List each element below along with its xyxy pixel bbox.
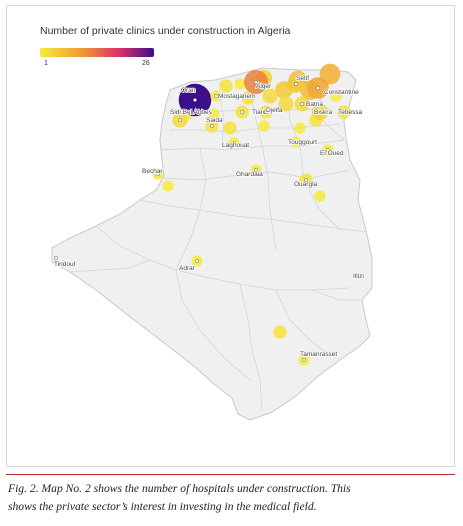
city-marker-constantine xyxy=(316,86,320,90)
city-marker-adrar xyxy=(195,259,199,263)
city-marker-tebessa xyxy=(342,110,346,114)
city-label-djelfa: Djelfa xyxy=(266,107,283,114)
clinic-point[interactable] xyxy=(162,180,174,192)
city-marker-tindouf xyxy=(54,256,58,260)
legend-color-bar xyxy=(40,48,154,57)
clinic-point[interactable] xyxy=(319,63,341,85)
city-label-batna: Batna xyxy=(306,101,323,108)
city-label-el-oued: El Oued xyxy=(320,150,344,157)
city-label-tamanrasset: Tamanrasset xyxy=(300,351,337,358)
city-label-mostaganem: Mostaganem xyxy=(218,93,256,100)
city-label-ghardaia: Ghardaia xyxy=(236,171,263,178)
clinic-point[interactable] xyxy=(258,120,270,132)
city-marker-sidi-bel-abbes xyxy=(178,118,182,122)
points-layer xyxy=(152,63,351,366)
city-label-laghouat: Laghouat xyxy=(222,142,249,149)
clinic-point[interactable] xyxy=(262,88,278,104)
clinic-point[interactable] xyxy=(223,121,237,135)
figure-caption: Fig. 2. Map No. 2 shows the number of ho… xyxy=(8,480,454,516)
city-marker-saida xyxy=(210,124,214,128)
city-label-tindouf: Tindouf xyxy=(54,261,76,268)
city-marker-touggourt xyxy=(294,140,298,144)
city-label-tebessa: Tebessa xyxy=(338,109,363,116)
city-marker-tamanrasset xyxy=(302,358,306,362)
city-label-adrar: Adrar xyxy=(179,265,196,272)
city-label-bechar: Bechar xyxy=(142,168,163,175)
caption-divider xyxy=(6,474,455,475)
city-label-tiaret: Tiaret xyxy=(252,109,269,116)
legend-title: Number of private clinics under construc… xyxy=(40,25,291,37)
legend-min-label: 1 xyxy=(44,60,48,67)
city-label-ouargla: Ouargla xyxy=(294,181,318,188)
city-marker-alger xyxy=(254,80,258,84)
city-marker-bechar xyxy=(156,172,160,176)
clinic-point[interactable] xyxy=(278,96,294,112)
city-marker-batna xyxy=(300,102,304,106)
caption-line-2: shows the private sector’s interest in i… xyxy=(8,500,317,513)
city-label-illizi: Illizi xyxy=(353,273,364,280)
city-marker-ghardaia xyxy=(254,168,258,172)
city-label-setif: Setif xyxy=(296,75,309,82)
city-label-constantine: Constantine xyxy=(324,89,359,96)
city-label-oran: Oran xyxy=(181,87,196,94)
clinic-point[interactable] xyxy=(208,108,220,120)
clinic-point[interactable] xyxy=(241,91,255,105)
clinic-point[interactable] xyxy=(219,79,233,93)
city-marker-ouargla xyxy=(304,178,308,182)
clinic-point[interactable] xyxy=(234,78,246,90)
clinic-point[interactable] xyxy=(314,190,326,202)
city-marker-laghouat xyxy=(232,141,236,145)
city-marker-el-oued xyxy=(326,148,330,152)
caption-line-1: Fig. 2. Map No. 2 shows the number of ho… xyxy=(8,482,351,495)
city-marker-setif xyxy=(294,82,298,86)
city-label-saida: Saida xyxy=(206,117,223,124)
city-marker-tiaret xyxy=(240,110,244,114)
city-marker-illizi xyxy=(354,274,358,278)
city-label-touggourt: Touggourt xyxy=(288,139,317,146)
city-marker-djelfa xyxy=(264,110,268,114)
clinic-point[interactable] xyxy=(273,325,287,339)
city-marker-oran xyxy=(193,98,197,102)
city-marker-biskra xyxy=(318,110,322,114)
city-label-biskra: Biskra xyxy=(314,109,332,116)
city-label-sidi-bel-abbes: Sidi Bel Abbes xyxy=(170,109,213,116)
algeria-country-shape xyxy=(51,67,373,421)
legend-max-label: 26 xyxy=(142,60,150,67)
city-label-alger: Alger xyxy=(256,83,272,90)
clinic-point[interactable] xyxy=(330,90,342,102)
city-marker-mostaganem xyxy=(214,94,218,98)
clinic-point[interactable] xyxy=(294,122,306,134)
